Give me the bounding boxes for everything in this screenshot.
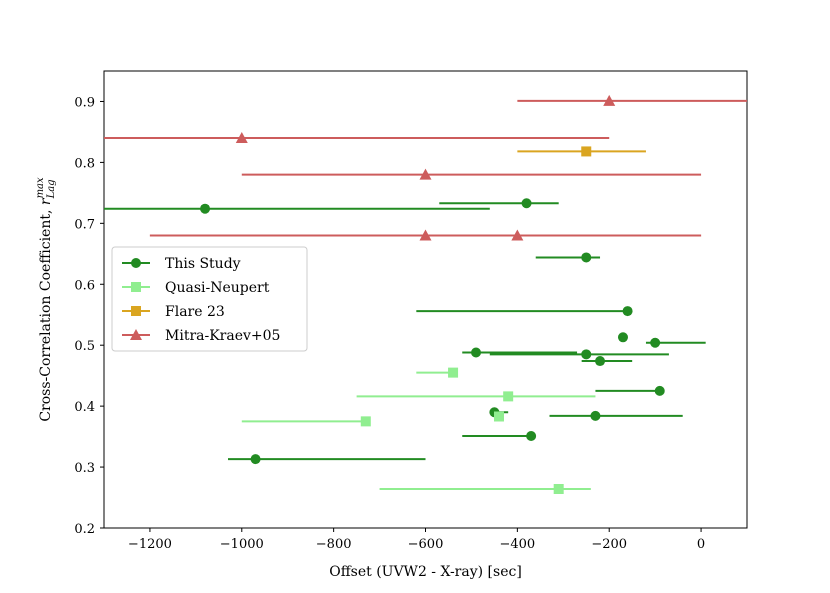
legend-entry: This Study bbox=[122, 256, 241, 272]
plot-area: −1200 −1000 −800 −600 −400 −200 0 0.2 0.3 0.4 0.5 0… bbox=[74, 70, 748, 552]
legend-entry: Quasi-Neupert bbox=[122, 280, 270, 296]
data-point bbox=[603, 94, 616, 106]
y-axis-title: Cross-Correlation Coefficient, rmaxLag bbox=[35, 177, 57, 422]
legend-entry: Mitra-Kraev+05 bbox=[122, 328, 280, 344]
data-point bbox=[235, 132, 248, 144]
data-point bbox=[622, 306, 633, 317]
legend-label: Flare 23 bbox=[165, 304, 225, 320]
y-axis-title-main: Cross-Correlation Coefficient, bbox=[38, 205, 54, 422]
legend-marker bbox=[130, 329, 142, 340]
data-point bbox=[590, 410, 601, 421]
data-point bbox=[360, 416, 371, 427]
data-point bbox=[511, 229, 524, 241]
y-tick-label: 0.8 bbox=[74, 156, 95, 171]
data-point bbox=[503, 391, 514, 402]
data-point bbox=[200, 203, 211, 214]
legend-label: This Study bbox=[165, 256, 241, 272]
data-point bbox=[617, 332, 628, 343]
x-tick-label: −200 bbox=[591, 537, 627, 552]
data-point bbox=[493, 411, 504, 422]
data-point bbox=[419, 168, 432, 180]
data-point bbox=[650, 337, 661, 348]
y-tick-label: 0.3 bbox=[74, 461, 95, 476]
x-tick-label: −600 bbox=[408, 537, 444, 552]
legend-label: Mitra-Kraev+05 bbox=[165, 328, 280, 344]
data-point bbox=[654, 385, 665, 396]
x-axis-title: Offset (UVW2 - X-ray) [sec] bbox=[329, 564, 522, 580]
legend-entry: Flare 23 bbox=[122, 304, 225, 320]
x-tick-label: −1200 bbox=[128, 537, 172, 552]
y-tick-label: 0.4 bbox=[74, 400, 95, 415]
legend-marker bbox=[131, 282, 141, 292]
y-tick-label: 0.2 bbox=[74, 522, 95, 537]
series-this-study bbox=[104, 198, 706, 465]
y-axis-title-symbol: r bbox=[38, 197, 54, 205]
data-point bbox=[553, 484, 564, 495]
series-quasi-neupert bbox=[241, 367, 596, 495]
legend-label: Quasi-Neupert bbox=[165, 280, 270, 296]
x-tick-label: −1000 bbox=[220, 537, 264, 552]
legend-marker bbox=[131, 258, 141, 268]
data-point bbox=[448, 367, 459, 378]
series-flare-23 bbox=[517, 146, 646, 157]
legend-box bbox=[111, 246, 308, 352]
data-point bbox=[250, 454, 261, 465]
data-point bbox=[581, 349, 592, 360]
data-point bbox=[595, 356, 606, 367]
data-point bbox=[471, 347, 482, 358]
legend: This Study Quasi-Neupert Flare 23 Mitra-Kra… bbox=[111, 246, 308, 352]
x-tick-label: −800 bbox=[316, 537, 352, 552]
y-tick-label: 0.5 bbox=[74, 339, 95, 354]
x-tick-label: 0 bbox=[697, 537, 705, 552]
data-series-group bbox=[104, 94, 747, 495]
data-point bbox=[581, 252, 592, 263]
y-axis-title-subscript: Lag bbox=[46, 179, 57, 199]
y-tick-label: 0.7 bbox=[74, 217, 95, 232]
y-axis-title-superscript: max bbox=[35, 177, 46, 198]
series-mitra-kraev-05 bbox=[104, 94, 747, 241]
legend-marker bbox=[131, 306, 141, 316]
data-point bbox=[581, 146, 592, 157]
x-tick-label: −400 bbox=[499, 537, 535, 552]
data-point bbox=[526, 430, 537, 441]
y-tick-label: 0.9 bbox=[74, 95, 95, 110]
data-point bbox=[521, 198, 532, 209]
y-tick-label: 0.6 bbox=[74, 278, 95, 293]
